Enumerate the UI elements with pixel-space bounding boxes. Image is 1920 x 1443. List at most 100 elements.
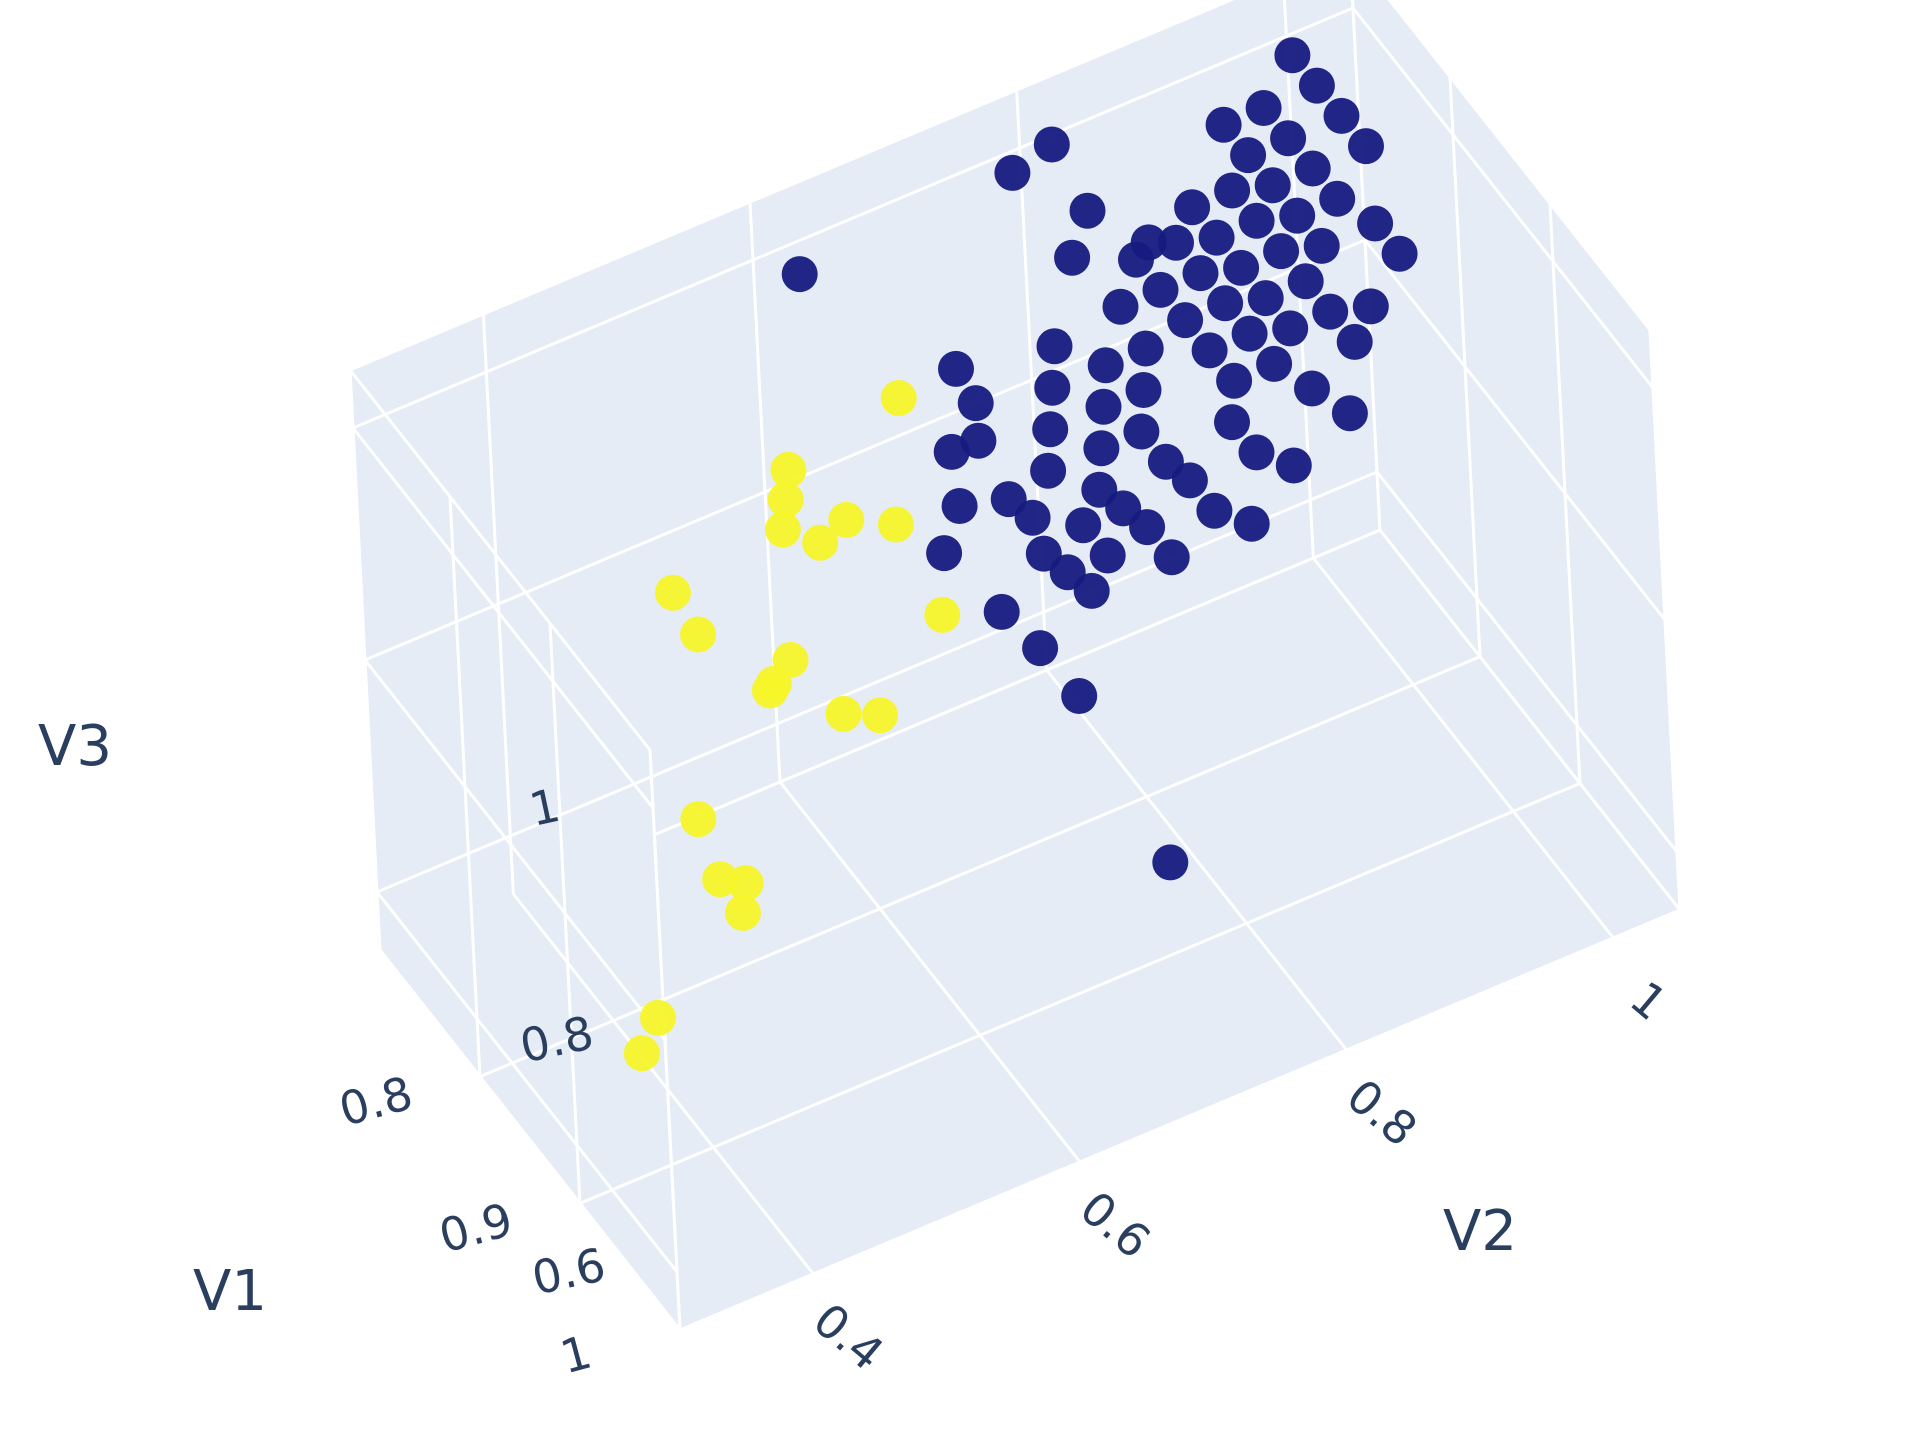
x-axis-title: V1	[193, 1259, 267, 1324]
data-point-s1-22	[1087, 347, 1124, 384]
data-point-s1-61	[1279, 197, 1316, 234]
grid-lines	[351, 0, 1682, 1332]
data-point-s1-3	[941, 488, 978, 524]
data-point-s1-0	[781, 256, 818, 293]
data-point-s1-29	[1127, 330, 1164, 367]
grid-v3-side-2	[1351, 7, 1655, 389]
data-point-s0-4	[680, 801, 717, 838]
data-point-s1-39	[1167, 302, 1204, 339]
data-point-s1-77	[1294, 370, 1330, 407]
data-point-s0-14	[802, 524, 839, 561]
data-point-s1-9	[1061, 678, 1098, 714]
data-point-s1-59	[1230, 137, 1267, 174]
data-point-s1-17	[1065, 507, 1102, 544]
data-point-s1-12	[1014, 499, 1051, 536]
data-point-s1-81	[1034, 369, 1071, 406]
v1-tick-2: 1	[555, 1325, 597, 1385]
y-axis-title: V2	[1443, 1199, 1517, 1264]
data-point-s0-15	[828, 501, 865, 538]
grid-v1-floor-1	[579, 781, 1581, 1205]
data-point-s1-31	[1196, 492, 1233, 529]
data-point-s0-18	[880, 380, 917, 416]
data-point-s1-55	[1238, 202, 1275, 239]
data-point-s1-6	[957, 385, 994, 422]
data-point-s1-72	[1348, 128, 1384, 165]
data-point-s1-74	[1381, 235, 1418, 272]
data-point-s0-1	[640, 999, 676, 1036]
data-point-s1-83	[1036, 328, 1073, 365]
data-point-s1-52	[1247, 280, 1284, 317]
data-point-s1-66	[1270, 120, 1307, 157]
data-point-s1-63	[1312, 293, 1349, 330]
v1-tick-0: 0.8	[334, 1066, 419, 1137]
data-point-s0-19	[877, 506, 914, 543]
data-point-s1-54	[1214, 172, 1251, 209]
data-point-s1-25	[1153, 539, 1190, 576]
data-point-s1-79	[1275, 447, 1312, 484]
data-point-s1-28	[1125, 372, 1162, 408]
data-point-s1-4	[938, 350, 974, 387]
v1-tick-1: 0.9	[434, 1192, 519, 1263]
data-point-s1-21	[1085, 388, 1122, 425]
data-point-s1-18	[1089, 537, 1126, 574]
data-point-s1-41	[1216, 362, 1253, 399]
data-point-s1-67	[1294, 150, 1331, 187]
data-point-s1-36	[994, 154, 1031, 191]
data-point-s1-16	[1073, 572, 1110, 609]
data-point-s1-42	[1214, 404, 1250, 441]
data-point-s0-7	[680, 616, 717, 653]
axis-panes	[348, 0, 1683, 1335]
data-points	[623, 37, 1418, 1072]
data-point-s1-24	[1129, 509, 1166, 546]
data-point-s1-51	[1223, 249, 1260, 286]
data-point-s1-49	[1174, 189, 1211, 226]
data-point-s1-80	[1233, 505, 1270, 542]
data-point-s1-76	[1130, 224, 1167, 261]
data-point-s1-75	[1352, 288, 1389, 325]
grid-v2-floor-2	[1045, 669, 1348, 1051]
data-point-s1-64	[1336, 323, 1373, 360]
grid-v1-floor-2	[679, 908, 1681, 1332]
grid-v3-left-0	[375, 891, 679, 1273]
data-point-s1-46	[1207, 285, 1244, 322]
data-point-s1-14	[1030, 452, 1067, 489]
data-point-s0-3	[727, 865, 764, 902]
data-point-s1-47	[1231, 315, 1268, 352]
data-point-s1-10	[1152, 844, 1189, 881]
data-point-s1-69	[1274, 37, 1311, 74]
data-point-s1-26	[1123, 413, 1160, 450]
data-point-s0-0	[623, 1035, 660, 1072]
data-point-s1-44	[1158, 224, 1194, 261]
data-point-s1-68	[1319, 180, 1356, 217]
data-point-s0-20	[924, 596, 961, 633]
data-point-s1-57	[1287, 263, 1324, 300]
v2-tick-1: 0.6	[1070, 1181, 1161, 1269]
v3-tick-0: 0.6	[527, 1237, 610, 1305]
data-point-s1-71	[1323, 97, 1360, 134]
data-point-s1-38	[1142, 271, 1179, 308]
data-point-s0-2	[724, 894, 761, 931]
grid-v3-side-0	[1375, 471, 1679, 853]
grid-v2-floor-0	[512, 893, 815, 1275]
data-point-s1-40	[1191, 332, 1228, 369]
data-point-s1-5	[960, 422, 997, 459]
data-point-s1-56	[1263, 233, 1300, 270]
data-point-s1-58	[1205, 106, 1242, 143]
data-point-s1-43	[1238, 434, 1275, 471]
data-point-s0-11	[764, 511, 801, 548]
grid-v3-back-0	[376, 470, 1378, 894]
data-point-s1-35	[1069, 192, 1106, 229]
data-point-s1-20	[1083, 430, 1120, 467]
v2-tick-3: 1	[1620, 971, 1677, 1031]
data-point-s0-13	[770, 451, 807, 488]
data-point-s1-32	[1102, 288, 1139, 325]
data-point-s1-37	[1033, 126, 1070, 163]
data-point-s1-30	[1171, 462, 1208, 499]
data-point-s1-48	[1256, 345, 1293, 382]
grid-v3-left-1	[363, 659, 667, 1041]
data-point-s1-7	[983, 593, 1020, 630]
grid-v2-floor-3	[1312, 557, 1615, 939]
data-point-s1-78	[1331, 395, 1368, 432]
grid-v3-left-2	[351, 427, 655, 809]
